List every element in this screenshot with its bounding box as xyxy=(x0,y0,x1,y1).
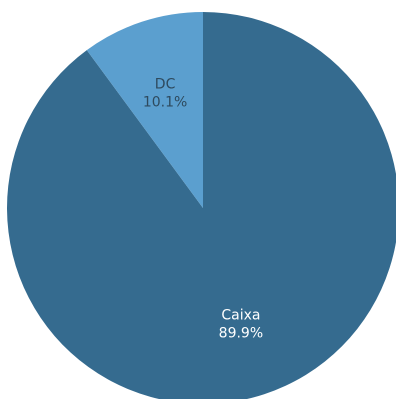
pie-slice-caixa xyxy=(7,12,396,399)
pie-slice-dc xyxy=(86,12,203,208)
slice-value-caixa: 89.9% xyxy=(219,325,263,341)
slice-label-caixa: Caixa xyxy=(221,307,260,323)
slice-value-dc: 10.1% xyxy=(143,95,187,111)
slice-label-dc: DC xyxy=(155,77,176,93)
